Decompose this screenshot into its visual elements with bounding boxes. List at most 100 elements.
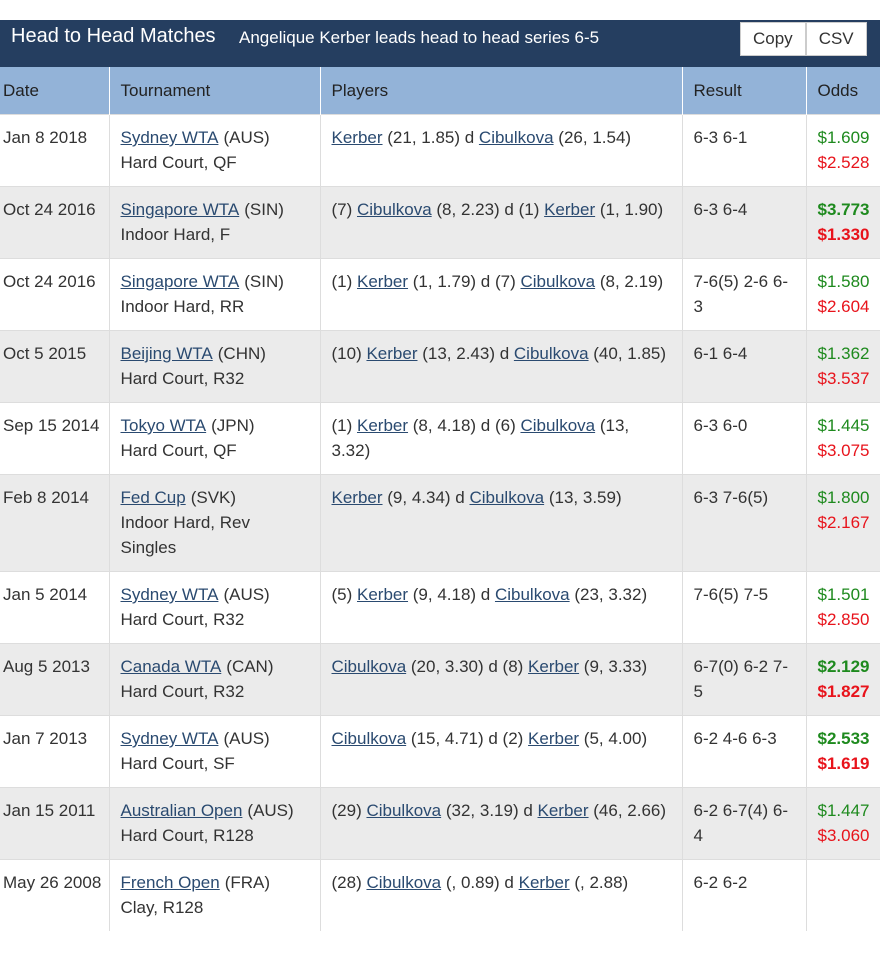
result: 6-3 6-1 <box>682 114 807 187</box>
odds-cell: $1.447 $3.060 <box>806 787 880 860</box>
player-link[interactable]: Kerber <box>518 873 570 892</box>
player-text: (32, 3.19) d <box>441 801 538 820</box>
match-row: Sep 15 2014 Tokyo WTA (JPN) Hard Court, QF (… <box>0 402 880 475</box>
players-cell: Cibulkova (15, 4.71) d (2) Kerber (5, 4.… <box>320 715 683 788</box>
odds-cell: $2.129 $1.827 <box>806 643 880 716</box>
player-text: (46, 2.66) <box>588 801 667 820</box>
tournament-link[interactable]: Sydney WTA <box>120 585 219 604</box>
player-link[interactable]: Kerber <box>357 272 409 291</box>
player-link[interactable]: Cibulkova <box>494 585 570 604</box>
tournament-link[interactable]: Tokyo WTA <box>120 416 207 435</box>
player-link[interactable]: Cibulkova <box>520 416 596 435</box>
player-text: (26, 1.54) <box>553 128 632 147</box>
odds: $2.533 <box>817 729 870 748</box>
odds: $1.362 <box>817 344 870 363</box>
surface-round: Hard Court, QF <box>120 441 237 460</box>
odds-cell: $1.609 $2.528 <box>806 114 880 187</box>
odds-cell: $1.800 $2.167 <box>806 474 880 572</box>
surface-round: Hard Court, SF <box>120 754 235 773</box>
tournament-link[interactable]: Fed Cup <box>120 488 186 507</box>
result: 6-1 6-4 <box>682 330 807 403</box>
header-row: Date Tournament Players Result Odds <box>0 67 880 115</box>
csv-button[interactable]: CSV <box>805 22 867 56</box>
player-link[interactable]: Cibulkova <box>357 200 432 219</box>
player-text: (10) <box>331 344 367 363</box>
player-link[interactable]: Kerber <box>357 585 409 604</box>
players-cell: Kerber (9, 4.34) d Cibulkova (13, 3.59) <box>320 474 683 572</box>
player-text: (8, 2.23) d (1) <box>431 200 545 219</box>
player-link[interactable]: Kerber <box>366 344 418 363</box>
buttons: Copy CSV <box>740 22 867 56</box>
player-text: (7) <box>331 200 357 219</box>
surface-round: Indoor Hard, RR <box>120 297 245 316</box>
result: 6-2 6-2 <box>682 859 807 931</box>
tournament-link[interactable]: Singapore WTA <box>120 200 240 219</box>
date: Jan 7 2013 <box>0 715 110 788</box>
odds: $1.445 <box>817 416 870 435</box>
country: (FRA) <box>224 873 271 892</box>
odds: $3.773 <box>817 200 870 219</box>
player-text: (1) <box>331 416 357 435</box>
player-text: (, 0.89) d <box>441 873 519 892</box>
player-link[interactable]: Kerber <box>357 416 409 435</box>
players-cell: (28) Cibulkova (, 0.89) d Kerber (, 2.88… <box>320 859 683 931</box>
player-link[interactable]: Cibulkova <box>478 128 554 147</box>
odds: $1.580 <box>817 272 870 291</box>
player-link[interactable]: Cibulkova <box>469 488 545 507</box>
surface-round: Hard Court, QF <box>120 153 237 172</box>
tournament-cell: Singapore WTA (SIN) Indoor Hard, RR <box>109 258 321 331</box>
tournament-link[interactable]: Singapore WTA <box>120 272 240 291</box>
result: 6-3 7-6(5) <box>682 474 807 572</box>
header-bar: Head to Head Matches Angelique Kerber le… <box>0 20 880 67</box>
player-link[interactable]: Kerber <box>331 488 383 507</box>
player-text: (40, 1.85) <box>588 344 667 363</box>
player-link[interactable]: Cibulkova <box>331 729 407 748</box>
tournament-cell: Australian Open (AUS) Hard Court, R128 <box>109 787 321 860</box>
odds: $1.827 <box>817 682 870 701</box>
player-link[interactable]: Cibulkova <box>366 873 442 892</box>
result: 6-2 4-6 6-3 <box>682 715 807 788</box>
country: (SVK) <box>190 488 237 507</box>
player-link[interactable]: Kerber <box>331 128 383 147</box>
odds: $1.330 <box>817 225 870 244</box>
tournament-link[interactable]: Australian Open <box>120 801 243 820</box>
tournament-link[interactable]: French Open <box>120 873 220 892</box>
player-link[interactable]: Kerber <box>528 729 580 748</box>
country: (AUS) <box>223 128 270 147</box>
players-cell: (7) Cibulkova (8, 2.23) d (1) Kerber (1,… <box>320 186 683 259</box>
country: (AUS) <box>247 801 294 820</box>
date: Oct 5 2015 <box>0 330 110 403</box>
player-text: (29) <box>331 801 367 820</box>
copy-button[interactable]: Copy <box>740 22 806 56</box>
matches-table: Date Tournament Players Result Odds Jan 8 20… <box>0 67 880 931</box>
players-cell: (1) Kerber (1, 1.79) d (7) Cibulkova (8,… <box>320 258 683 331</box>
player-link[interactable]: Cibulkova <box>513 344 589 363</box>
player-text: (, 2.88) <box>569 873 629 892</box>
column-header: Result <box>682 67 807 115</box>
player-link[interactable]: Kerber <box>544 200 596 219</box>
player-link[interactable]: Cibulkova <box>331 657 407 676</box>
tournament-cell: Tokyo WTA (JPN) Hard Court, QF <box>109 402 321 475</box>
player-text: (5, 4.00) <box>579 729 648 748</box>
player-text: (8, 4.18) d (6) <box>408 416 521 435</box>
tournament-link[interactable]: Sydney WTA <box>120 128 219 147</box>
odds: $3.537 <box>817 369 870 388</box>
result: 6-7(0) 6-2 7-5 <box>682 643 807 716</box>
tournament-link[interactable]: Sydney WTA <box>120 729 219 748</box>
player-link[interactable]: Cibulkova <box>520 272 596 291</box>
odds: $3.060 <box>817 826 870 845</box>
country: (SIN) <box>244 200 284 219</box>
match-row: Jan 8 2018 Sydney WTA (AUS) Hard Court, QF K… <box>0 114 880 187</box>
tournament-link[interactable]: Canada WTA <box>120 657 222 676</box>
tournament-cell: Sydney WTA (AUS) Hard Court, R32 <box>109 571 321 644</box>
players-cell: (10) Kerber (13, 2.43) d Cibulkova (40, … <box>320 330 683 403</box>
player-text: (15, 4.71) d (2) <box>406 729 529 748</box>
country: (SIN) <box>244 272 284 291</box>
country: (AUS) <box>223 585 270 604</box>
player-link[interactable]: Cibulkova <box>366 801 442 820</box>
tournament-link[interactable]: Beijing WTA <box>120 344 213 363</box>
player-link[interactable]: Kerber <box>528 657 580 676</box>
player-link[interactable]: Kerber <box>537 801 589 820</box>
surface-round: Hard Court, R32 <box>120 682 245 701</box>
